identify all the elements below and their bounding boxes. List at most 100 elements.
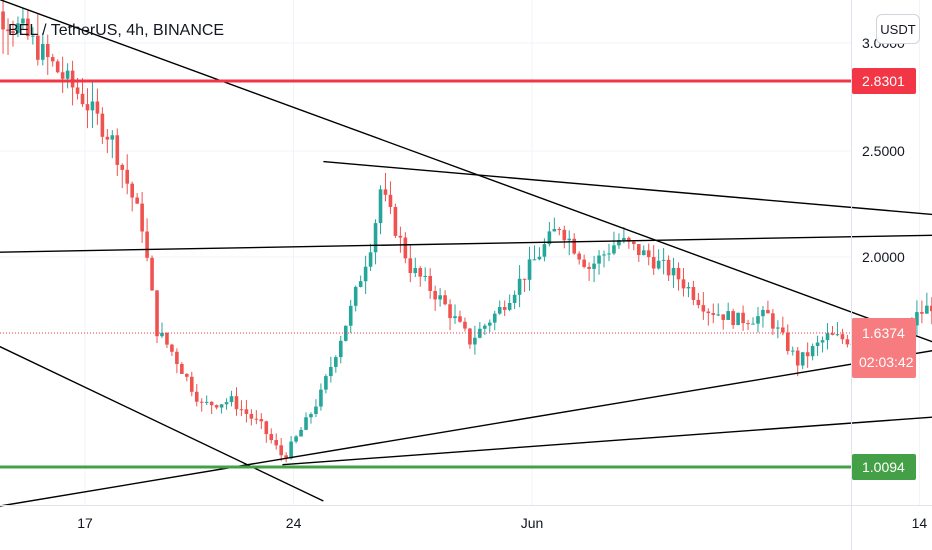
candle-body	[60, 72, 65, 79]
candle-body	[552, 229, 557, 232]
candle-body	[641, 250, 646, 256]
candle-body	[915, 312, 919, 326]
candle-body	[925, 305, 929, 314]
trendline	[323, 160, 932, 216]
candle-body	[458, 316, 462, 322]
time-axis[interactable]: 1724Jun1421Jul	[0, 505, 932, 532]
candle-body	[825, 333, 830, 341]
price-tick-label: 2.0000	[862, 249, 905, 265]
candle-body	[527, 259, 532, 280]
candle-body	[36, 35, 40, 60]
currency-unit-button[interactable]: USDT	[876, 14, 920, 44]
candle-body	[135, 197, 139, 204]
candle-body	[612, 245, 616, 254]
candle-body	[572, 238, 577, 254]
candle-body	[145, 231, 149, 258]
time-tick-label: Jun	[521, 515, 544, 531]
candle-body	[160, 332, 164, 337]
candlestick-series	[1, 0, 932, 463]
candle-body	[90, 101, 95, 111]
candle-body	[403, 237, 408, 259]
candle-body	[671, 267, 676, 276]
candle-body	[338, 340, 343, 358]
candle-body	[368, 252, 373, 267]
candle-body	[810, 346, 815, 357]
candle-body	[125, 169, 130, 184]
resistance-price-label: 2.8301	[862, 73, 905, 89]
candle-body	[80, 93, 85, 105]
candle-body	[746, 323, 750, 325]
candle-body	[299, 429, 303, 437]
candle-body	[726, 311, 730, 320]
candle-body	[438, 295, 442, 300]
candle-body	[795, 350, 800, 366]
candle-body	[562, 229, 567, 241]
candle-body	[646, 250, 651, 258]
candle-body	[130, 183, 134, 198]
support-price-label: 1.0094	[862, 459, 905, 475]
candle-body	[761, 309, 765, 317]
trendline	[0, 0, 932, 343]
candle-body	[363, 266, 368, 282]
candle-body	[239, 409, 244, 411]
candle-body	[21, 18, 25, 24]
candle-body	[800, 352, 805, 366]
candle-body	[512, 294, 517, 303]
candle-body	[65, 70, 70, 79]
time-tick-label: 17	[77, 515, 93, 531]
candle-body	[661, 259, 666, 261]
candle-body	[930, 305, 932, 312]
candle-body	[736, 312, 740, 326]
candle-body	[388, 194, 393, 207]
candle-body	[592, 263, 596, 269]
candle-body	[304, 417, 308, 430]
candle-body	[224, 402, 229, 405]
candle-body	[651, 257, 656, 269]
candle-body	[463, 321, 467, 329]
candle-body	[378, 189, 383, 224]
candle-body	[483, 325, 487, 329]
candle-body	[587, 266, 591, 269]
candle-body	[329, 366, 333, 377]
time-tick-label: 14	[912, 515, 928, 531]
candle-body	[16, 23, 20, 33]
candle-body	[453, 316, 457, 319]
horizontal-levels	[0, 79, 851, 469]
candle-body	[274, 440, 279, 446]
candle-body	[502, 307, 507, 310]
candle-body	[731, 311, 735, 326]
candle-body	[567, 238, 572, 241]
candle-body	[607, 253, 611, 255]
candle-body	[428, 275, 432, 291]
candle-body	[408, 258, 413, 274]
candle-body	[627, 237, 631, 242]
candle-body	[279, 445, 283, 456]
candle-body	[50, 57, 55, 62]
candle-body	[522, 278, 527, 280]
candle-body	[507, 302, 512, 310]
candle-body	[711, 313, 716, 315]
symbol-title: BEL / TetherUS, 4h, BINANCE	[8, 22, 225, 39]
candle-body	[656, 260, 661, 269]
candle-body	[209, 401, 214, 406]
candle-body	[820, 340, 825, 343]
candle-body	[264, 421, 269, 435]
last-price-tag-top	[852, 318, 916, 346]
last-price-label: 1.6374	[862, 325, 905, 341]
support-price-tag	[852, 454, 916, 480]
candle-body	[492, 313, 497, 323]
candle-body	[150, 257, 154, 291]
price-tick-label: 2.5000	[862, 143, 905, 159]
resistance-price-tag	[852, 68, 916, 94]
candle-body	[468, 328, 472, 345]
candle-body	[413, 268, 418, 274]
candle-body	[199, 401, 204, 403]
candle-body	[716, 314, 721, 316]
candle-body	[269, 434, 274, 441]
trendline	[0, 234, 932, 253]
candle-body	[423, 275, 428, 277]
candle-body	[170, 344, 174, 352]
trendline	[0, 345, 324, 502]
